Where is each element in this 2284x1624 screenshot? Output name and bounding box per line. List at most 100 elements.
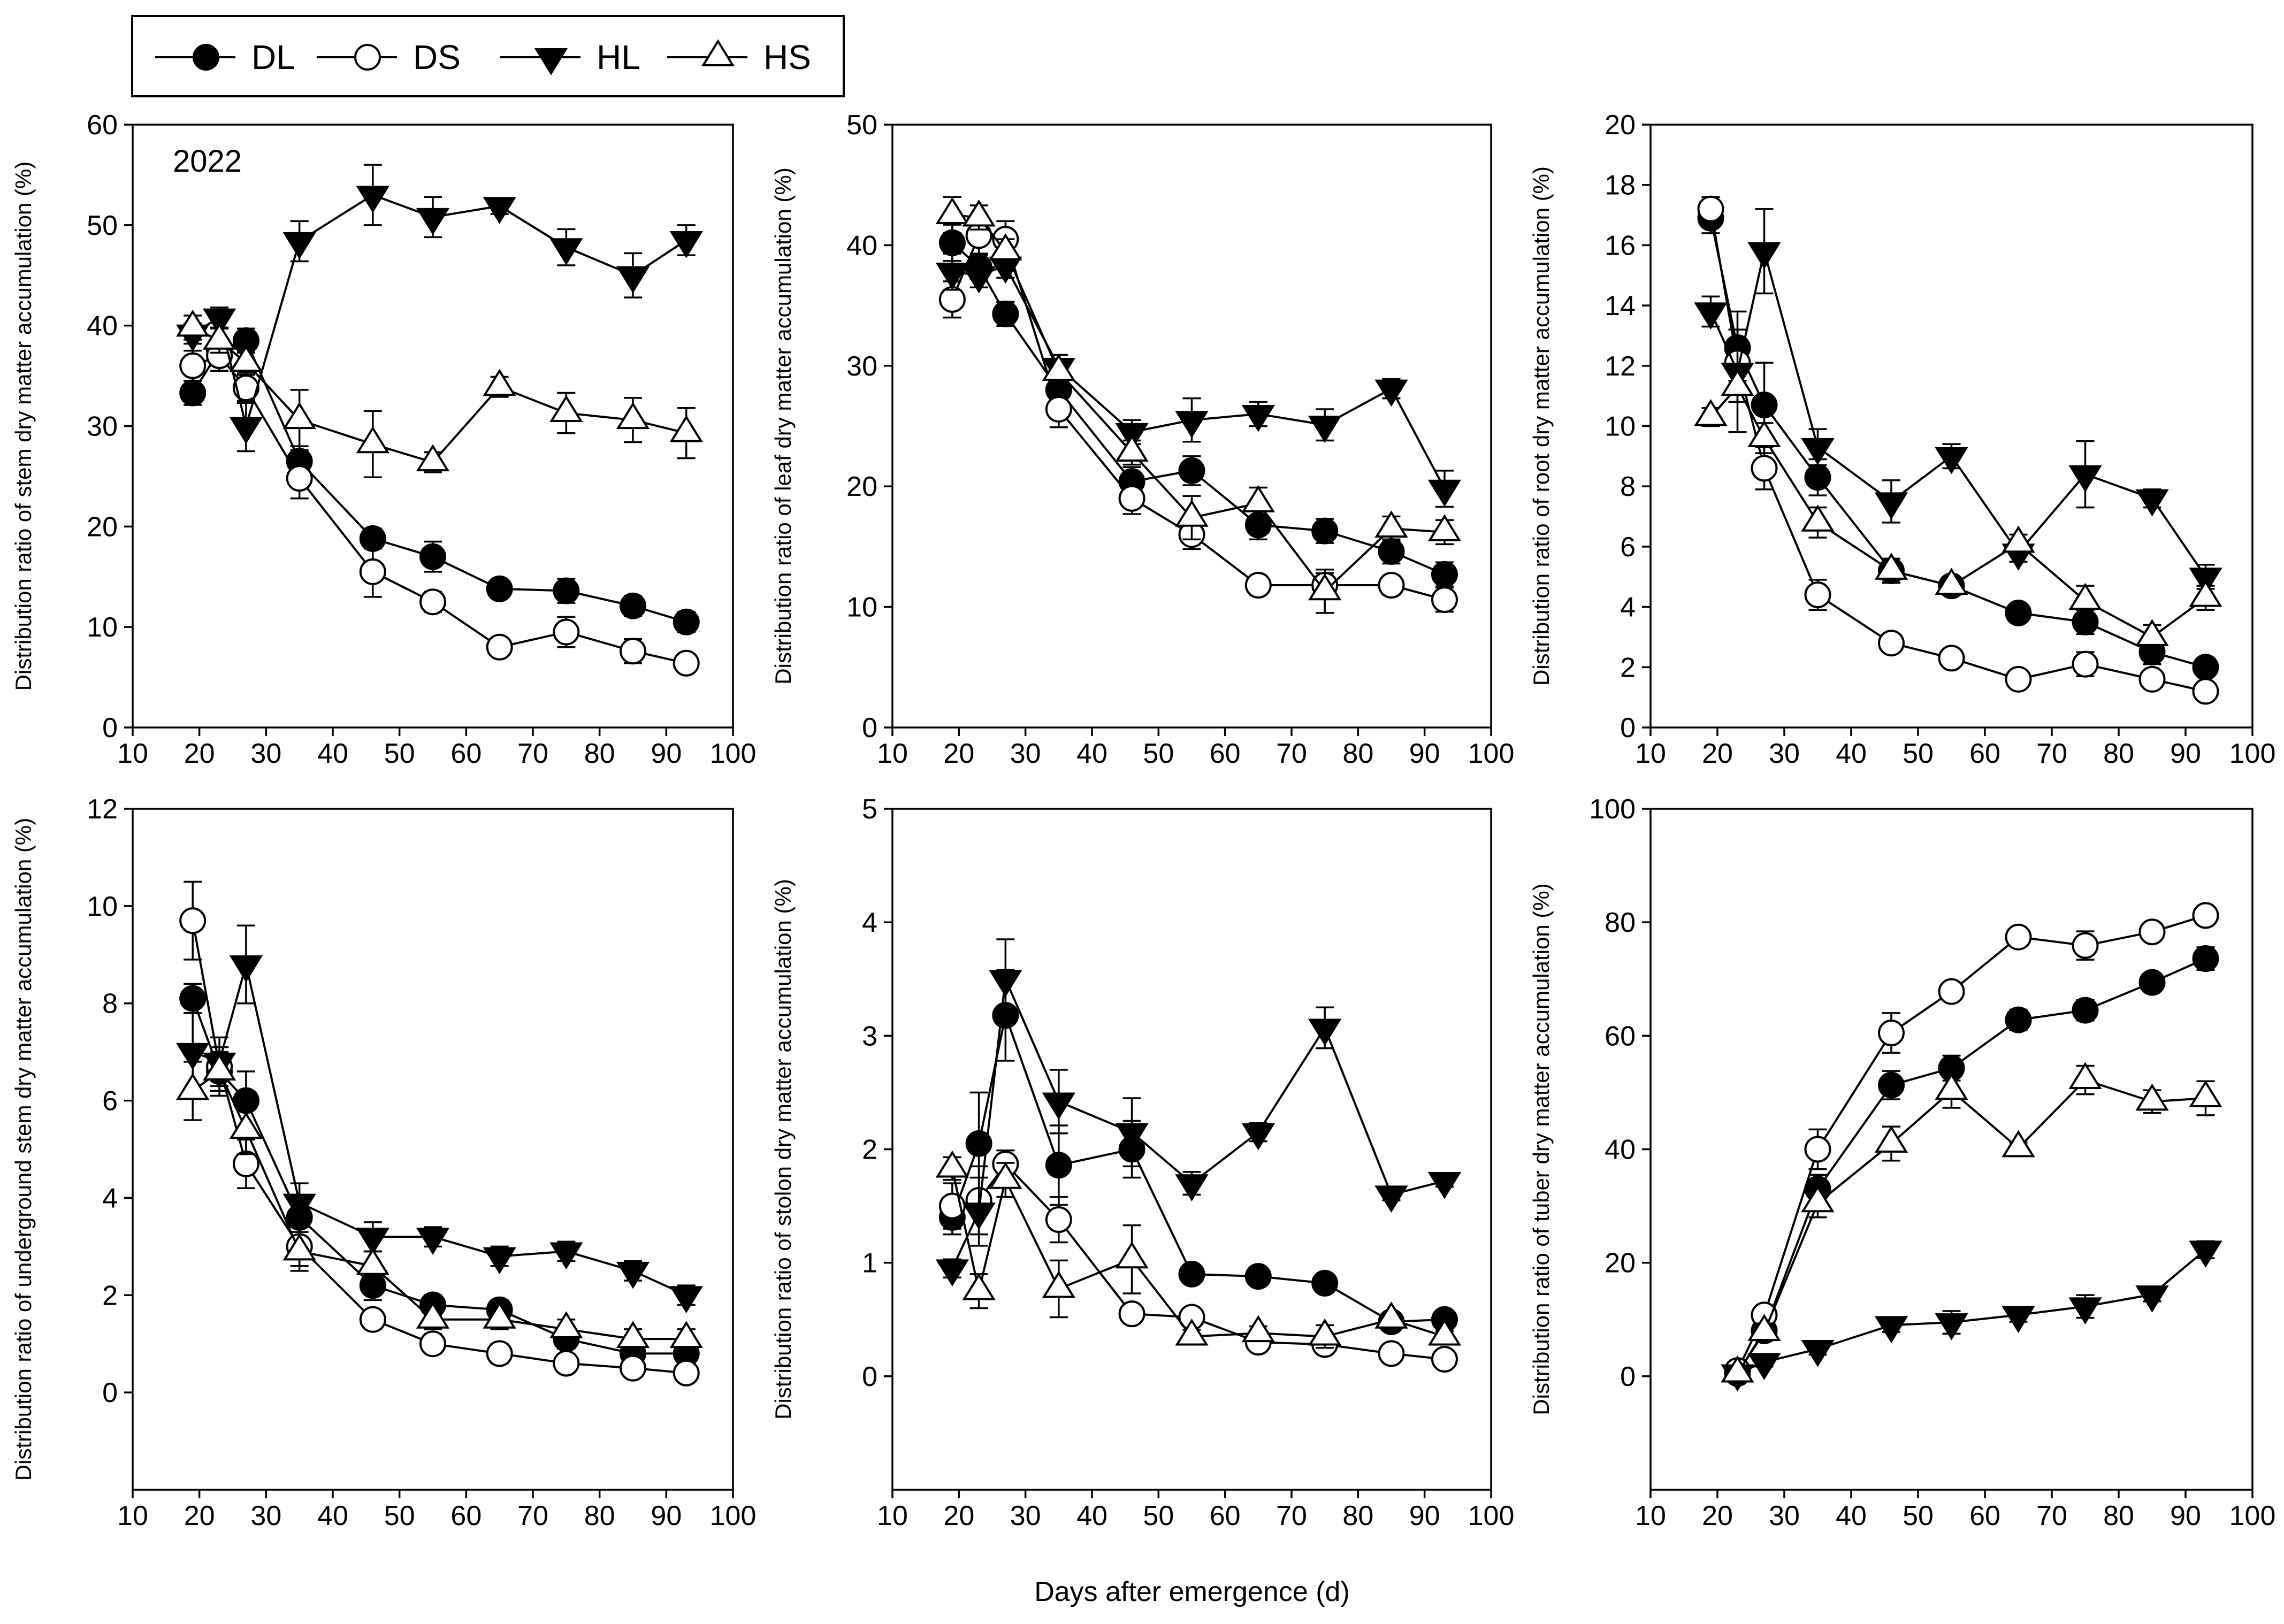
data-point xyxy=(1427,514,1462,541)
x-tick-label: 40 xyxy=(1076,738,1107,769)
y-tick-label: 0 xyxy=(102,1377,118,1408)
data-point xyxy=(1747,1314,1781,1342)
x-tick-label: 100 xyxy=(710,1500,757,1531)
data-point xyxy=(2005,665,2032,693)
data-point xyxy=(282,232,316,259)
y-tick-label: 0 xyxy=(1620,1361,1636,1392)
data-point xyxy=(1045,1206,1072,1234)
x-tick-label: 10 xyxy=(117,1500,148,1531)
x-tick-label: 90 xyxy=(651,1500,682,1531)
data-point xyxy=(2002,1306,2035,1333)
x-tick-label: 40 xyxy=(1836,1500,1867,1531)
data-point xyxy=(1308,1018,1342,1046)
legend-item-HS: HS xyxy=(667,38,811,76)
data-point xyxy=(1178,457,1205,484)
data-point xyxy=(1042,1092,1076,1120)
series-line xyxy=(192,920,686,1374)
data-point xyxy=(1042,354,1076,381)
data-point xyxy=(483,197,516,224)
y-tick-label: 10 xyxy=(846,592,877,623)
data-point xyxy=(486,1340,513,1367)
y-tick-label: 2 xyxy=(1620,652,1636,683)
data-point xyxy=(2068,1062,2102,1090)
data-point xyxy=(2189,1080,2222,1107)
x-tick-label: 50 xyxy=(1903,1500,1934,1531)
data-point xyxy=(179,985,207,1012)
data-point xyxy=(962,266,996,294)
data-point xyxy=(935,1150,969,1178)
data-point xyxy=(2002,525,2035,553)
y-tick-label: 50 xyxy=(846,110,877,141)
x-tick-label: 30 xyxy=(1769,738,1800,769)
data-point xyxy=(2068,583,2102,610)
data-point xyxy=(486,633,513,661)
x-tick-label: 60 xyxy=(1969,738,2000,769)
x-tick-label: 30 xyxy=(250,738,281,769)
x-tick-label: 100 xyxy=(1468,738,1515,769)
data-point xyxy=(962,199,996,227)
series-line xyxy=(192,339,687,623)
series-line xyxy=(1736,957,2206,1374)
data-point xyxy=(2068,465,2102,493)
data-point xyxy=(1175,1318,1209,1346)
x-tick-label: 60 xyxy=(450,738,482,769)
data-point xyxy=(616,266,650,294)
y-axis-label: Distribution ratio of tuber dry matter a… xyxy=(1529,883,1554,1415)
y-tick-label: 14 xyxy=(1605,290,1636,321)
data-point xyxy=(1427,479,1462,507)
data-point xyxy=(2072,932,2099,959)
x-tick-label: 50 xyxy=(1143,1500,1174,1531)
y-tick-label: 3 xyxy=(862,1021,877,1052)
data-point xyxy=(2005,1006,2032,1033)
data-point xyxy=(2138,969,2166,996)
x-tick-label: 80 xyxy=(584,1500,615,1531)
y-tick-label: 4 xyxy=(102,1183,118,1214)
x-tick-label: 10 xyxy=(1635,1500,1666,1531)
data-point xyxy=(2189,579,2222,607)
plot-frame xyxy=(1649,808,2254,1491)
x-tick-label: 100 xyxy=(1468,1500,1515,1531)
data-point xyxy=(1935,1313,1968,1340)
series-line xyxy=(952,1162,1445,1360)
y-tick-label: 60 xyxy=(1605,1021,1636,1052)
x-axis-label: Days after emergence (d) xyxy=(1034,1576,1350,1607)
data-point xyxy=(938,229,966,256)
legend-item-HL: HL xyxy=(500,38,640,76)
data-point xyxy=(483,369,516,396)
y-tick-label: 10 xyxy=(87,612,118,643)
series-HS xyxy=(176,1046,703,1350)
x-tick-label: 60 xyxy=(1210,738,1241,769)
data-point xyxy=(1431,1346,1458,1373)
data-point xyxy=(356,186,389,213)
data-point xyxy=(1378,1340,1405,1367)
y-axis-label: Distribution ratio of root dry matter ac… xyxy=(1529,166,1554,686)
data-point xyxy=(419,543,446,570)
data-point xyxy=(673,1359,700,1386)
data-point xyxy=(1938,978,1965,1005)
data-point xyxy=(179,379,207,407)
legend-item-DS: DS xyxy=(317,38,461,76)
data-point xyxy=(1747,242,1781,270)
data-point xyxy=(1118,485,1145,512)
x-tick-label: 40 xyxy=(317,738,348,769)
y-tick-label: 40 xyxy=(1605,1135,1636,1166)
y-tick-label: 60 xyxy=(87,110,118,141)
series-DL xyxy=(938,969,1458,1335)
data-point xyxy=(1045,1152,1072,1179)
data-point xyxy=(486,575,513,602)
x-tick-label: 80 xyxy=(1342,1500,1373,1531)
data-point xyxy=(229,955,263,983)
y-tick-label: 40 xyxy=(87,311,118,342)
series-line xyxy=(951,975,1445,1269)
x-tick-label: 50 xyxy=(384,1500,415,1531)
data-point xyxy=(1378,572,1405,599)
y-axis-label: Distribution ratio of leaf dry matter ac… xyxy=(770,167,796,684)
data-point xyxy=(1697,195,1724,223)
panel-4: 10 20 30 40 50 60 70 80 90 100 0 2 4 6 8 10 12 Distributi… xyxy=(11,794,756,1531)
data-point xyxy=(620,638,646,665)
data-point xyxy=(2135,1285,2169,1313)
data-point xyxy=(1175,500,1209,527)
plot-frame xyxy=(891,124,1492,729)
data-point xyxy=(2192,902,2219,929)
data-point xyxy=(1427,1171,1462,1199)
